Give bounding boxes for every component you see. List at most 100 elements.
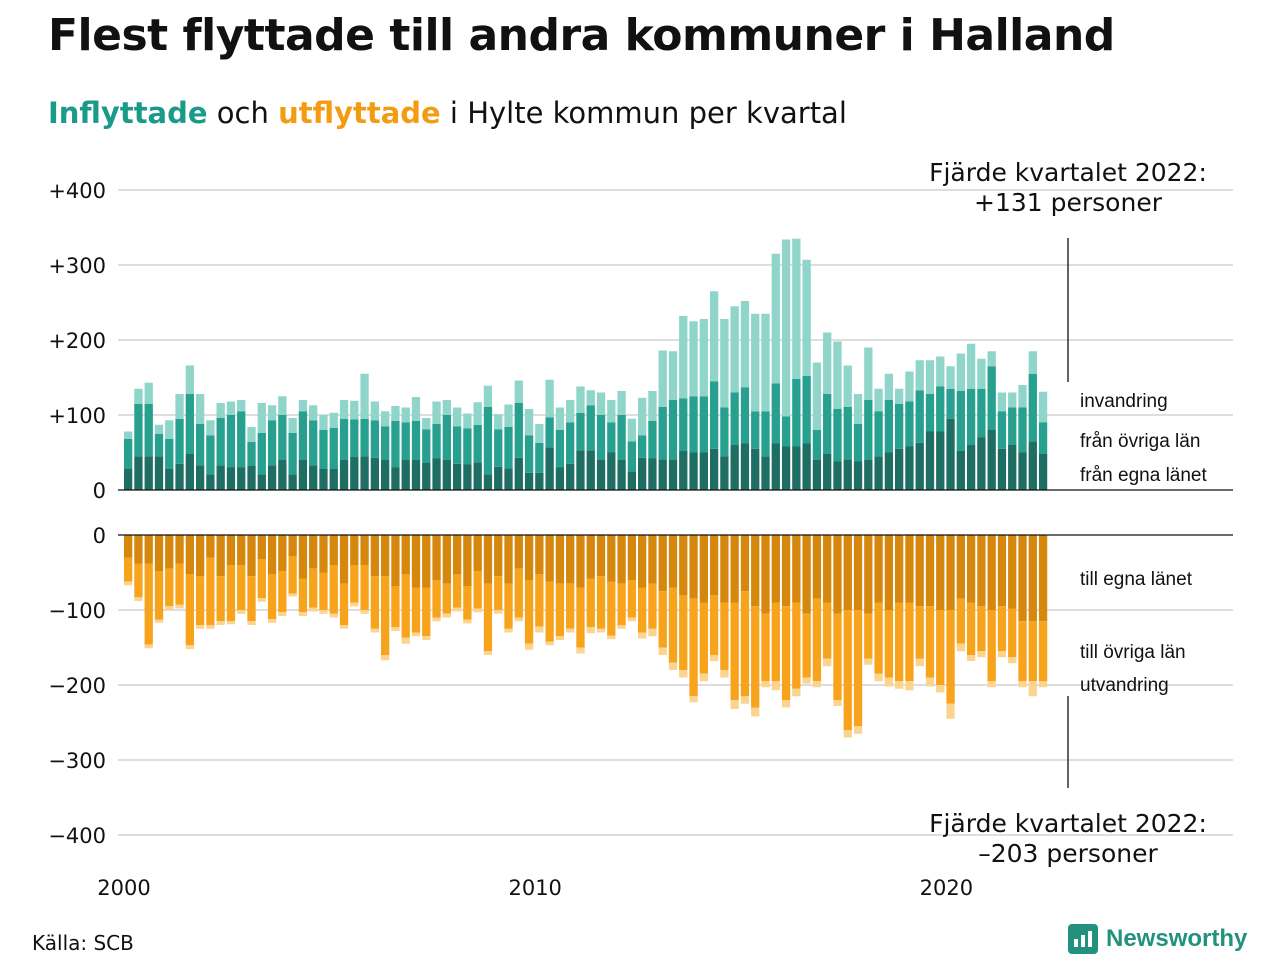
bar-out-segment xyxy=(452,535,462,574)
bar-out-segment xyxy=(524,535,534,580)
bar-in-segment xyxy=(864,347,873,400)
bar-in-segment xyxy=(535,472,544,490)
bar-in-segment xyxy=(545,379,554,418)
bar-in-segment xyxy=(607,400,616,423)
bar-in-segment xyxy=(668,460,678,490)
series-label-bottom: till egna länet xyxy=(1080,569,1193,590)
bar-in-segment xyxy=(350,400,359,420)
bar-out-segment xyxy=(144,535,153,564)
bar-out-segment xyxy=(823,602,832,659)
bar-in-segment xyxy=(216,403,225,418)
bar-out-segment xyxy=(720,670,729,678)
bar-in-segment xyxy=(329,427,338,469)
subtitle-inflyttade: Inflyttade xyxy=(48,96,208,130)
bar-out-segment xyxy=(463,586,472,620)
bar-out-segment xyxy=(792,535,801,603)
bar-in-segment xyxy=(309,420,318,466)
bar-out-segment xyxy=(216,621,225,625)
bar-out-segment xyxy=(648,628,657,637)
bar-out-segment xyxy=(812,681,822,688)
bar-out-segment xyxy=(504,535,513,584)
bar-out-segment xyxy=(895,602,904,682)
bar-in-segment xyxy=(247,442,256,466)
top-annotation-line2: +131 personer xyxy=(974,188,1163,217)
bar-in-segment xyxy=(946,388,955,419)
bar-in-segment xyxy=(751,448,760,490)
bar-out-segment xyxy=(874,535,883,603)
bar-out-segment xyxy=(895,535,904,603)
bar-out-segment xyxy=(360,610,369,614)
bar-out-segment xyxy=(267,535,277,574)
bar-out-segment xyxy=(144,563,153,645)
bar-in-segment xyxy=(360,456,369,490)
bar-out-segment xyxy=(627,617,637,622)
bar-out-segment xyxy=(576,647,585,654)
bar-in-segment xyxy=(771,253,780,384)
bar-in-segment xyxy=(483,385,493,407)
bar-in-segment xyxy=(288,418,297,433)
bar-out-segment xyxy=(576,535,585,588)
bar-out-segment xyxy=(843,610,852,730)
bar-out-segment xyxy=(545,641,554,646)
bar-in-segment xyxy=(401,422,410,460)
bar-in-segment xyxy=(792,446,801,490)
bar-in-segment xyxy=(689,396,698,453)
bar-out-segment xyxy=(411,587,421,633)
bar-in-segment xyxy=(422,463,431,490)
bar-out-segment xyxy=(627,535,637,580)
bar-out-segment xyxy=(339,625,349,629)
bar-in-segment xyxy=(596,415,606,460)
bar-in-segment xyxy=(339,418,349,460)
bar-out-segment xyxy=(432,535,441,580)
bar-in-segment xyxy=(617,391,626,415)
bar-out-segment xyxy=(432,617,441,622)
bar-out-segment xyxy=(658,591,667,648)
bar-in-segment xyxy=(679,398,688,451)
bar-in-segment xyxy=(566,422,575,464)
bar-out-segment xyxy=(535,626,544,633)
bar-out-segment xyxy=(381,655,390,661)
bar-in-segment xyxy=(833,461,842,490)
bar-out-segment xyxy=(823,658,832,667)
bar-out-segment xyxy=(278,571,287,613)
bar-in-segment xyxy=(370,457,380,490)
bar-in-segment xyxy=(823,454,832,490)
bar-in-segment xyxy=(298,400,308,412)
bar-in-segment xyxy=(884,452,894,490)
newsworthy-logo-icon xyxy=(1068,924,1098,954)
bar-out-segment xyxy=(278,535,287,571)
bar-out-segment xyxy=(422,535,431,588)
bar-out-segment xyxy=(545,535,554,582)
bar-in-segment xyxy=(617,460,626,490)
bar-out-segment xyxy=(339,535,349,584)
y-tick-label-top: +100 xyxy=(48,404,106,428)
bar-out-segment xyxy=(391,535,400,586)
x-tick-label: 2020 xyxy=(920,876,973,900)
bar-in-segment xyxy=(154,456,164,490)
bar-in-segment xyxy=(175,463,184,490)
bar-out-segment xyxy=(802,677,811,684)
bar-out-segment xyxy=(514,568,523,618)
bar-in-segment xyxy=(257,474,266,490)
bar-out-segment xyxy=(309,607,318,612)
bar-in-segment xyxy=(997,392,1007,412)
bar-in-segment xyxy=(596,392,606,415)
bar-out-segment xyxy=(360,565,369,610)
bar-out-segment xyxy=(607,581,616,636)
bar-in-segment xyxy=(699,319,708,397)
bar-out-segment xyxy=(483,535,493,584)
bar-in-segment xyxy=(226,467,236,490)
bar-out-segment xyxy=(463,619,472,624)
bar-in-segment xyxy=(761,456,770,490)
bar-out-segment xyxy=(298,578,308,613)
subtitle-utflyttade: utflyttade xyxy=(278,96,441,130)
bar-out-segment xyxy=(966,535,976,603)
bar-in-segment xyxy=(751,313,760,412)
bar-in-segment xyxy=(843,406,852,460)
bar-out-segment xyxy=(936,685,945,693)
bar-in-segment xyxy=(936,431,945,490)
bar-out-segment xyxy=(452,607,462,612)
bar-in-segment xyxy=(267,420,277,466)
bar-in-segment xyxy=(165,469,174,490)
